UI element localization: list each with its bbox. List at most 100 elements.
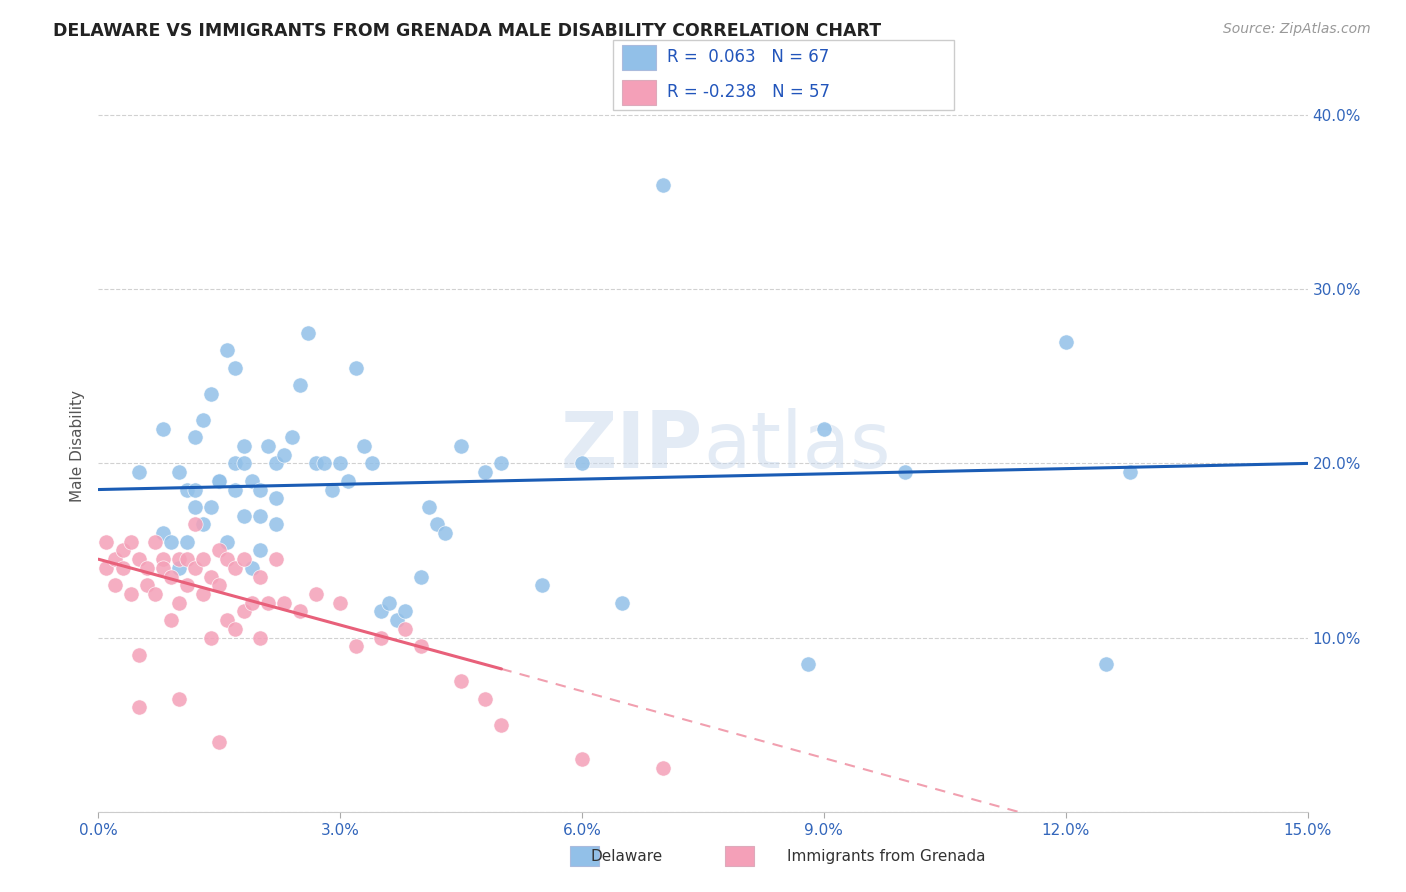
Point (288, 378, 311, 392)
Point (152, 561, 174, 575)
Point (224, 561, 246, 575)
Point (128, 465, 150, 479)
Point (377, 596, 399, 610)
Point (176, 534, 198, 549)
Point (1095, 657, 1118, 671)
Point (370, 631, 392, 645)
Point (184, 483, 207, 497)
Point (152, 421, 174, 435)
Text: Immigrants from Grenada: Immigrants from Grenada (787, 849, 986, 863)
Y-axis label: Male Disability: Male Disability (70, 390, 86, 502)
Point (370, 604, 392, 618)
Point (491, 717, 513, 731)
Point (232, 439, 254, 453)
Point (143, 587, 166, 601)
Point (893, 465, 915, 479)
Point (434, 526, 457, 541)
Point (530, 578, 553, 592)
Point (394, 604, 416, 618)
Point (96, 534, 118, 549)
Point (184, 561, 207, 575)
Point (103, 578, 125, 592)
Point (571, 457, 593, 471)
Point (344, 360, 367, 375)
Point (264, 491, 287, 506)
Point (249, 483, 271, 497)
Point (184, 517, 207, 532)
Point (176, 483, 198, 497)
Point (128, 552, 150, 566)
Point (176, 552, 198, 566)
Point (200, 386, 222, 401)
Point (249, 569, 271, 583)
Point (167, 561, 190, 575)
Point (184, 500, 207, 514)
Point (208, 543, 231, 558)
Point (329, 596, 352, 610)
Point (314, 457, 336, 471)
Point (249, 508, 271, 523)
Point (612, 596, 634, 610)
Point (167, 596, 190, 610)
Point (418, 500, 440, 514)
Point (571, 752, 593, 766)
Point (394, 622, 416, 636)
Point (160, 569, 183, 583)
Point (160, 534, 183, 549)
Point (240, 474, 263, 488)
Point (232, 457, 254, 471)
Point (249, 543, 271, 558)
Point (297, 326, 319, 340)
Text: atlas: atlas (703, 408, 890, 484)
Point (305, 587, 328, 601)
Point (193, 413, 215, 427)
Text: ZIP: ZIP (561, 408, 703, 484)
Point (200, 500, 222, 514)
Point (491, 457, 513, 471)
Point (273, 596, 295, 610)
Point (217, 552, 239, 566)
Point (409, 640, 432, 654)
Point (167, 691, 190, 706)
Point (152, 552, 174, 566)
FancyBboxPatch shape (621, 80, 657, 105)
Point (167, 552, 190, 566)
Point (450, 439, 472, 453)
Text: DELAWARE VS IMMIGRANTS FROM GRENADA MALE DISABILITY CORRELATION CHART: DELAWARE VS IMMIGRANTS FROM GRENADA MALE… (53, 22, 882, 40)
FancyBboxPatch shape (569, 847, 599, 865)
Point (321, 483, 343, 497)
Point (193, 587, 215, 601)
Point (224, 457, 246, 471)
Point (474, 465, 496, 479)
Point (208, 474, 231, 488)
Point (337, 474, 360, 488)
Point (651, 761, 673, 775)
Point (217, 534, 239, 549)
Point (353, 439, 375, 453)
Point (184, 430, 207, 444)
Point (135, 561, 157, 575)
Point (305, 457, 328, 471)
Point (152, 526, 174, 541)
Point (651, 178, 673, 192)
Point (208, 735, 231, 749)
Point (256, 439, 278, 453)
Point (193, 552, 215, 566)
Point (385, 613, 408, 627)
Point (167, 465, 190, 479)
Point (128, 700, 150, 714)
Point (200, 569, 222, 583)
Point (208, 578, 231, 592)
FancyBboxPatch shape (621, 45, 657, 70)
Point (200, 631, 222, 645)
Point (426, 517, 449, 532)
Point (232, 604, 254, 618)
Point (135, 578, 157, 592)
Point (264, 552, 287, 566)
Point (160, 613, 183, 627)
Point (797, 657, 820, 671)
Point (409, 569, 432, 583)
Point (474, 691, 496, 706)
Point (813, 421, 835, 435)
FancyBboxPatch shape (613, 40, 953, 110)
